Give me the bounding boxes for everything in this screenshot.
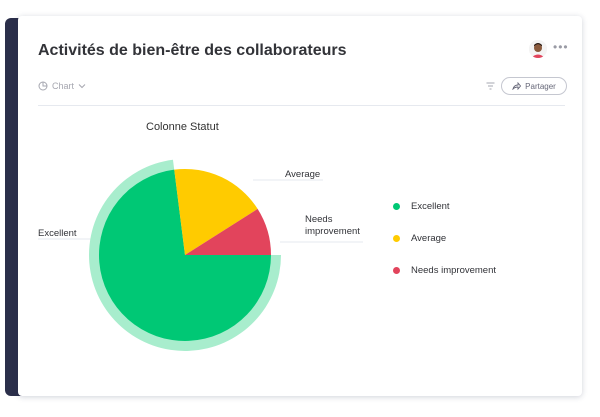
legend-label: Needs improvement [411, 264, 497, 276]
legend-dot [393, 202, 400, 210]
header-divider [38, 105, 565, 106]
legend-item[interactable]: Excellent [393, 198, 496, 214]
slice-label-excellent: Excellent [38, 228, 77, 239]
pie-chart-icon [38, 81, 48, 91]
legend-label: Average [411, 232, 447, 244]
slice-label-average: Average [285, 169, 321, 180]
chart-title: Colonne Statut [146, 121, 219, 133]
chart-widget: Activités de bien-être des collaborateur… [18, 16, 582, 396]
share-label: Partager [525, 81, 556, 91]
legend-item[interactable]: Average [393, 230, 496, 246]
more-options-icon[interactable]: ••• [553, 40, 569, 54]
pie-chart [38, 159, 363, 351]
chart-type-label: Chart [52, 81, 75, 91]
legend-item[interactable]: Needs improvement [393, 262, 496, 278]
legend-dot [393, 266, 400, 274]
pie-slice-needs-improvement[interactable] [185, 208, 271, 255]
legend-dot [393, 234, 400, 242]
filter-icon[interactable] [486, 82, 495, 90]
user-avatar[interactable] [529, 40, 547, 58]
chart-type-selector[interactable]: Chart [38, 79, 86, 93]
share-button[interactable]: Partager [501, 77, 567, 95]
pie-slice-excellent[interactable] [99, 169, 271, 341]
pie-slice-average[interactable] [174, 168, 258, 255]
widget-title: Activités de bien-être des collaborateur… [38, 42, 347, 59]
share-arrow-icon [512, 82, 522, 90]
legend-label: Excellent [411, 200, 450, 212]
chart-legend: Excellent Average Needs improvement [393, 198, 496, 294]
chevron-down-icon [78, 84, 86, 89]
slice-label-needs-improvement: Needs improvement [305, 214, 360, 237]
